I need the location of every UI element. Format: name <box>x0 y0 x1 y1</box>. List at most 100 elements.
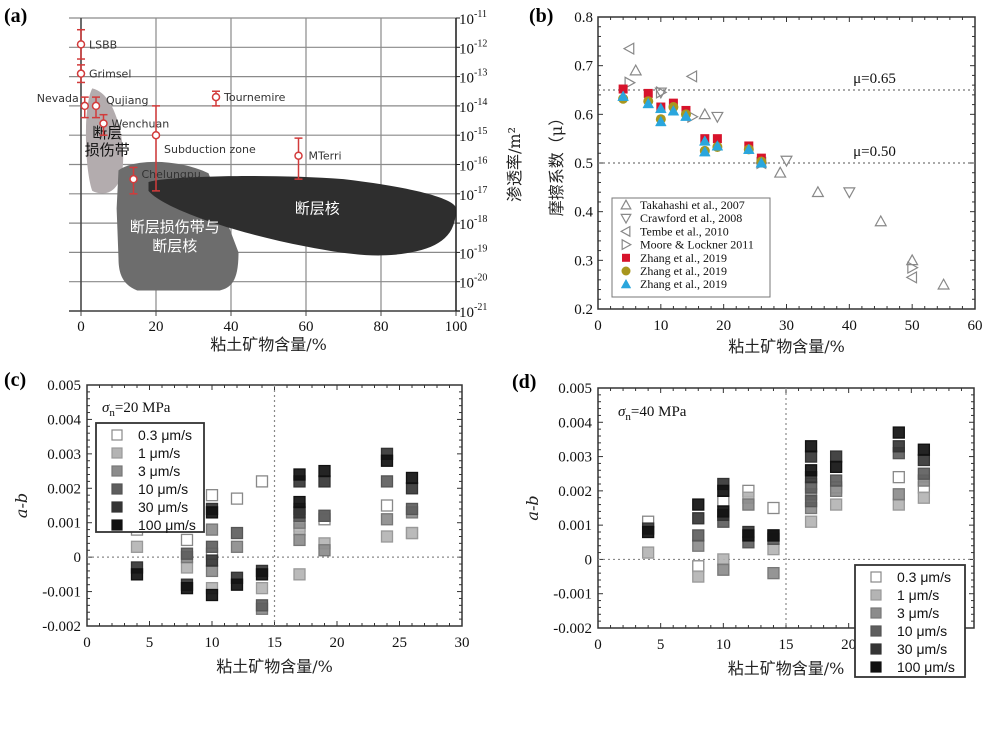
point-marker <box>205 506 219 519</box>
point-marker <box>829 484 843 498</box>
y-tick-label: 0.7 <box>574 59 593 75</box>
region-label-mixed: 断层核 <box>152 237 197 255</box>
y-tick-label: 10-19 <box>459 243 487 262</box>
series <box>641 491 931 583</box>
y-tick-label: 10-16 <box>459 156 487 175</box>
point-marker <box>293 568 306 581</box>
point-marker <box>717 505 730 518</box>
point-label: Chelungpu <box>142 168 201 181</box>
point-label: Wenchuan <box>112 117 170 130</box>
y-tick-label: 0.3 <box>574 253 593 269</box>
point-marker <box>641 525 655 539</box>
reference-line-label: μ=0.50 <box>853 144 896 160</box>
point-marker <box>230 526 244 540</box>
reference-line-label: μ=0.65 <box>853 71 896 87</box>
point-marker <box>829 498 843 511</box>
point-marker <box>710 111 724 124</box>
x-tick-label: 20 <box>149 319 164 335</box>
x-tick-label: 50 <box>905 318 920 334</box>
point-marker <box>629 63 643 76</box>
point-marker <box>622 253 630 262</box>
point-marker <box>129 174 138 184</box>
point-marker <box>937 278 951 290</box>
point-marker <box>767 529 780 542</box>
y-tick-label: 0.002 <box>558 484 592 500</box>
series <box>654 87 856 199</box>
y-tick-label: 10-15 <box>459 126 487 145</box>
x-tick-label: 20 <box>841 637 856 653</box>
point-marker <box>917 467 931 480</box>
x-tick-label: 100 <box>445 319 468 335</box>
point-marker <box>130 568 144 581</box>
point-marker <box>405 502 419 516</box>
point-marker <box>99 119 108 128</box>
point-marker <box>829 460 843 474</box>
y-tick-label: 0.2 <box>574 302 593 318</box>
point-marker <box>380 513 394 526</box>
point-marker <box>698 145 711 157</box>
series <box>130 454 419 602</box>
point-marker <box>130 540 144 553</box>
point-marker <box>717 553 730 566</box>
point-marker <box>698 107 712 120</box>
point-marker <box>293 468 306 481</box>
data-point: LSBB <box>76 28 117 60</box>
point-marker <box>655 86 668 99</box>
legend-swatch <box>870 661 882 673</box>
y-axis-title: 渗透率/m² <box>505 127 524 202</box>
point-marker <box>698 135 711 146</box>
y-tick-label: -0.001 <box>42 585 81 601</box>
point-marker <box>773 166 787 178</box>
legend: 0.3 μm/s 1 μm/s 3 μm/s 10 μm/s 30 μm/s 100 μm… <box>95 422 205 533</box>
panel-label: (d) <box>512 371 536 393</box>
y-tick-label: 0.6 <box>574 107 593 123</box>
point-marker <box>905 270 918 284</box>
point-marker <box>76 40 86 49</box>
x-tick-label: 15 <box>267 635 282 651</box>
legend-box <box>95 422 205 533</box>
point-marker <box>692 539 705 552</box>
point-marker <box>692 512 705 525</box>
point-marker <box>621 266 631 276</box>
region-label-mixed: 断层损伤带与 <box>130 218 220 236</box>
legend-swatch <box>111 519 123 531</box>
series <box>641 426 931 542</box>
legend-box <box>611 197 771 298</box>
point-marker <box>230 492 244 505</box>
y-axis-title: 摩擦系数（μ） <box>547 110 566 216</box>
panel-b: (b) 0 10 20 30 40 50 60 0.2 0.3 0.4 0.5 0.6 0.7 0.8 粘土矿… <box>529 5 983 356</box>
point-marker <box>717 563 730 576</box>
legend-swatch <box>870 607 882 619</box>
legend-label: 0.3 μm/s <box>138 427 192 443</box>
point-marker <box>643 88 653 98</box>
legend-label: 3 μm/s <box>897 605 939 621</box>
legend-swatch <box>111 429 123 441</box>
point-marker <box>255 599 269 612</box>
point-marker <box>892 498 905 511</box>
series <box>617 90 768 168</box>
legend-label: Tembe et al., 2010 <box>640 224 729 238</box>
point-marker <box>654 87 668 100</box>
point-marker <box>180 581 194 595</box>
point-marker <box>892 440 905 453</box>
point-marker <box>619 225 631 238</box>
point-marker <box>255 581 269 595</box>
series <box>618 93 767 167</box>
y-axis-title: a-b <box>523 495 542 520</box>
point-marker <box>717 484 730 498</box>
legend-label: 3 μm/s <box>138 463 180 479</box>
y-tick-label: 0.5 <box>574 156 593 172</box>
legend-label: 30 μm/s <box>138 499 188 515</box>
point-marker <box>804 464 818 477</box>
y-tick-label: 0.004 <box>47 412 81 428</box>
point-label: LSBB <box>89 38 117 51</box>
point-marker <box>618 84 628 94</box>
point-marker <box>685 69 698 83</box>
point-marker <box>205 540 219 553</box>
y-tick-label: 10-14 <box>459 97 487 116</box>
y-tick-label: 10-11 <box>459 9 487 28</box>
x-tick-label: 80 <box>374 319 389 335</box>
point-marker <box>907 261 919 275</box>
point-marker <box>692 570 705 583</box>
y-tick-label: 0.002 <box>47 481 81 497</box>
